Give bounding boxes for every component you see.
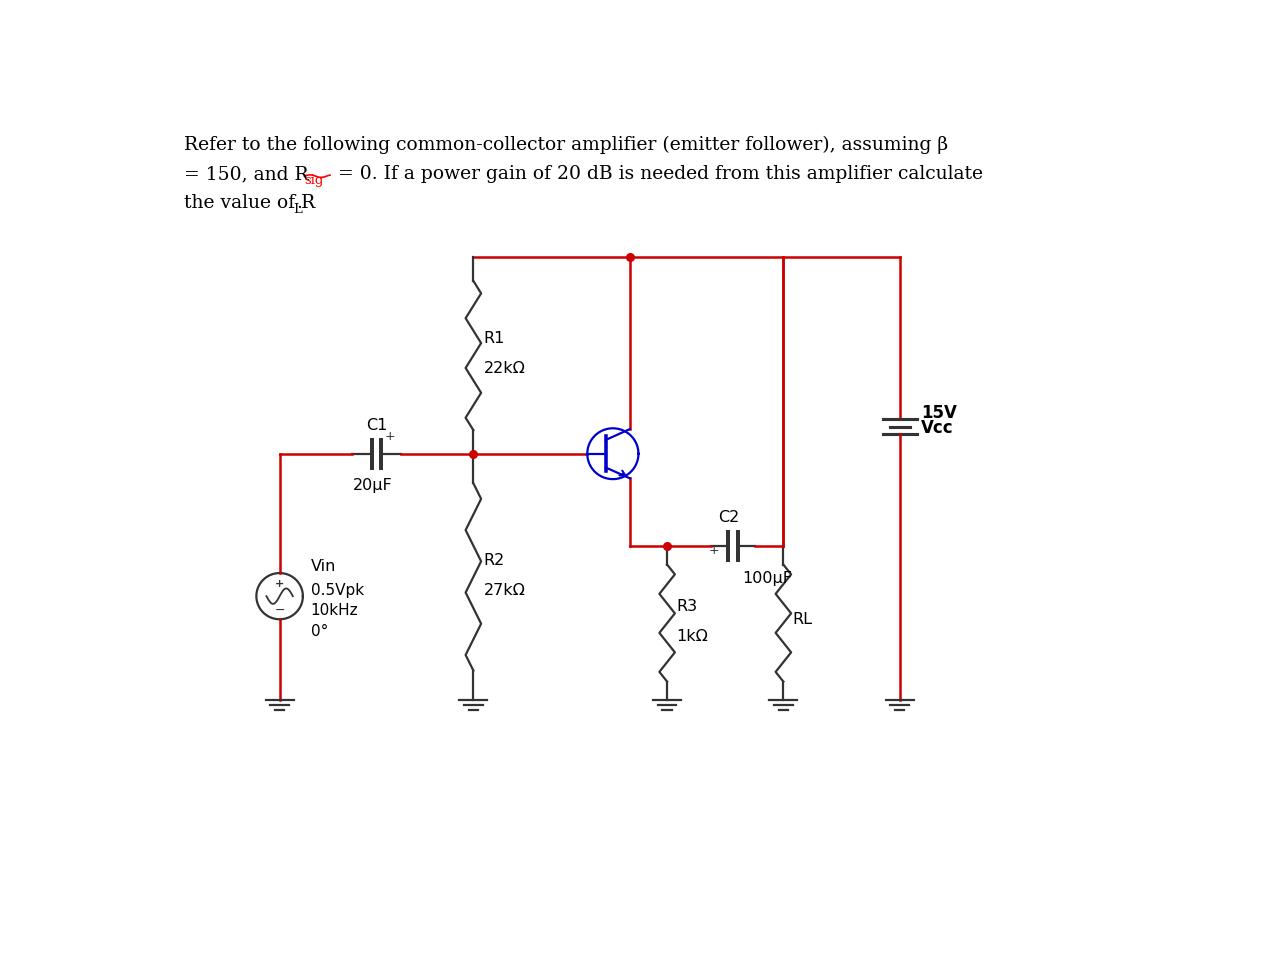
Text: +: + [276, 578, 285, 589]
Text: sig: sig [305, 174, 324, 187]
Text: 20μF: 20μF [352, 478, 393, 494]
Text: 1kΩ: 1kΩ [676, 629, 708, 644]
Text: RL: RL [792, 612, 813, 627]
Text: C1: C1 [366, 418, 387, 433]
Text: R3: R3 [676, 599, 698, 614]
Text: +: + [708, 545, 720, 557]
Text: Refer to the following common-collector amplifier (emitter follower), assuming β: Refer to the following common-collector … [184, 136, 948, 154]
Text: 0.5Vpk: 0.5Vpk [310, 582, 364, 598]
Text: = 0. If a power gain of 20 dB is needed from this amplifier calculate: = 0. If a power gain of 20 dB is needed … [332, 165, 983, 183]
Text: .: . [297, 194, 302, 212]
Text: 15V: 15V [921, 404, 957, 422]
Text: 22kΩ: 22kΩ [484, 361, 526, 376]
Text: 10kHz: 10kHz [310, 602, 359, 618]
Text: 100μF: 100μF [743, 571, 792, 586]
Text: L: L [292, 202, 301, 216]
Text: Vcc: Vcc [921, 419, 954, 438]
Text: the value of R: the value of R [184, 194, 315, 212]
Text: R1: R1 [484, 331, 505, 345]
Text: −: − [274, 603, 285, 617]
Text: 27kΩ: 27kΩ [484, 583, 526, 598]
Text: = 150, and R: = 150, and R [184, 165, 309, 183]
Text: Vin: Vin [310, 559, 336, 575]
Text: C2: C2 [718, 510, 740, 525]
Text: 0°: 0° [310, 624, 328, 639]
Text: R2: R2 [484, 552, 505, 568]
Text: +: + [384, 430, 394, 443]
